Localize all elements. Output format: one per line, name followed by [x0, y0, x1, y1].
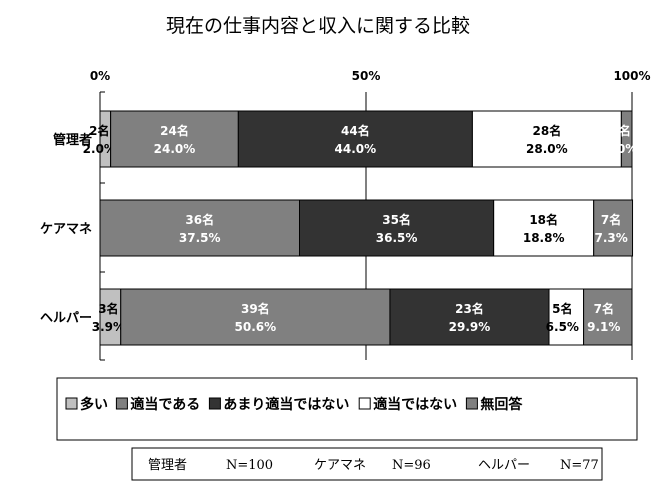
data-label-percent: 28.0% — [526, 142, 568, 156]
data-label-count: 2名 — [611, 123, 631, 138]
bar-segment-5 — [583, 288, 633, 346]
note-box — [131, 447, 603, 481]
x-tick-label: 100% — [613, 69, 650, 83]
legend-swatch — [208, 397, 221, 410]
data-label-count: 39名 — [241, 301, 270, 316]
bar-segment-5 — [593, 199, 634, 257]
bar-segment-2 — [99, 199, 300, 257]
legend-swatch — [465, 397, 478, 410]
data-label-count: 36名 — [185, 212, 214, 227]
chart-title: 現在の仕事内容と収入に関する比較 — [166, 15, 470, 37]
data-label-percent: 2.0% — [83, 142, 116, 156]
legend-label: 無回答 — [480, 396, 523, 413]
bar-segment-3 — [389, 288, 550, 346]
data-label-count: 3名 — [98, 301, 118, 316]
note-text: 管理者 — [148, 458, 187, 473]
bar-segment-2 — [110, 110, 239, 168]
category-label: ケアマネ — [40, 222, 92, 237]
note-text: N=100 — [226, 458, 273, 473]
note-text: N=77 — [560, 458, 599, 473]
legend-swatch — [65, 397, 78, 410]
data-label-percent: 24.0% — [154, 142, 196, 156]
sample-size-note: 管理者 N=100 ケアマネ N=96 ヘルパー N=77 — [131, 447, 603, 481]
legend-swatch — [115, 397, 128, 410]
data-label-percent: 18.8% — [523, 231, 565, 245]
data-label-count: 44名 — [341, 123, 370, 138]
data-label-count: 7名 — [601, 212, 621, 227]
bar-segment-3 — [299, 199, 495, 257]
bar-segment-1 — [99, 110, 112, 168]
legend-swatch — [358, 397, 371, 410]
bars: 2名2.0%24名24.0%44名44.0%28名28.0%2名2.0%0名36… — [83, 110, 637, 346]
data-label-count: 7名 — [594, 301, 614, 316]
legend-label: あまり適当ではない — [223, 396, 349, 413]
legend: 多い 適当である あまり適当ではない 適当ではない 無回答 — [56, 377, 638, 441]
data-label-count: 2名 — [89, 123, 109, 138]
category-label: ヘルパー — [40, 311, 92, 326]
legend-label: 適当ではない — [373, 396, 457, 413]
x-axis-ticks: 0% 50% 100% — [90, 69, 651, 83]
note-text: ヘルパー — [478, 458, 530, 473]
category-label: 管理者 — [53, 132, 92, 148]
data-label-count: 35名 — [382, 212, 411, 227]
data-label-percent: 7.3% — [594, 231, 627, 245]
data-label-percent: 44.0% — [335, 142, 377, 156]
bar-segment-5 — [620, 110, 633, 168]
data-label-count: 23名 — [455, 301, 484, 316]
data-label-percent: 6.5% — [546, 320, 579, 334]
data-label-count: 18名 — [529, 212, 558, 227]
x-tick-label: 0% — [90, 69, 110, 83]
bar-segment-3 — [237, 110, 473, 168]
bar-segment-4 — [493, 199, 595, 257]
data-label-count: 28名 — [533, 123, 562, 138]
bar-segment-4 — [471, 110, 622, 168]
data-label-percent: 3.9% — [92, 320, 125, 334]
data-label-percent: 37.5% — [179, 231, 221, 245]
x-tick-label: 50% — [352, 69, 381, 83]
data-label-percent: 50.6% — [235, 320, 277, 334]
note-text: ケアマネ — [314, 458, 366, 473]
bar-segment-4 — [548, 288, 585, 346]
bar-segment-2 — [120, 288, 391, 346]
data-label-percent: 29.9% — [449, 320, 491, 334]
note-text: N=96 — [392, 458, 431, 473]
data-label-percent: 2.0% — [604, 142, 637, 156]
legend-label: 多い — [80, 396, 108, 413]
legend-box — [56, 377, 638, 441]
data-label-percent: 9.1% — [587, 320, 620, 334]
data-label-count: 5名 — [552, 301, 572, 316]
data-label-count: 24名 — [160, 123, 189, 138]
bar-segment-1 — [99, 288, 122, 346]
data-label-percent: 36.5% — [376, 231, 418, 245]
legend-label: 適当である — [130, 396, 200, 413]
